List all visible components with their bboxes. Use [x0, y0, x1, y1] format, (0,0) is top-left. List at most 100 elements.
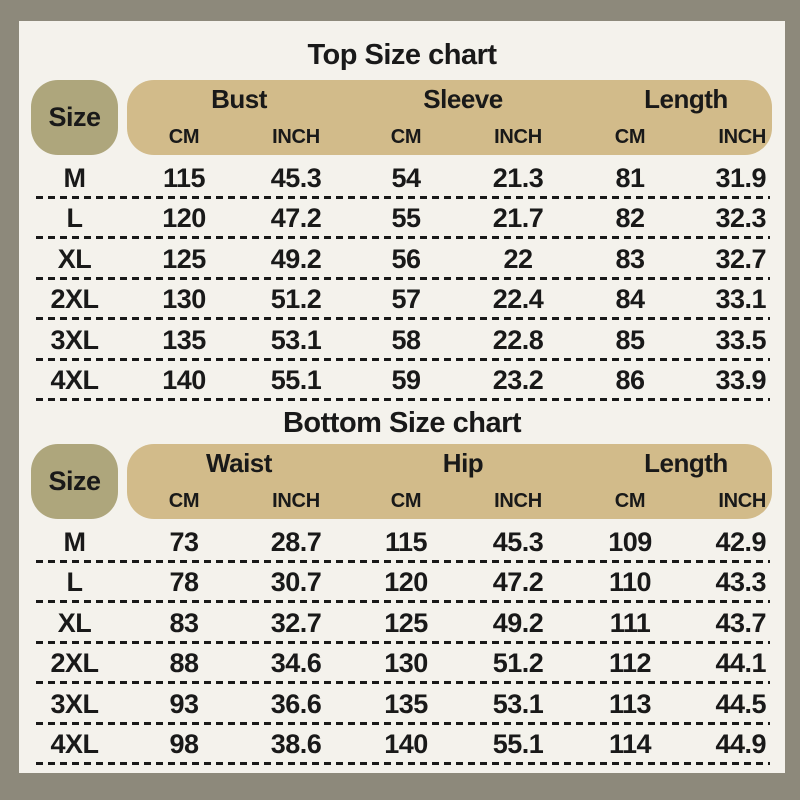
unit-header-cm: CM [168, 125, 200, 148]
size-cell: XL [57, 607, 92, 638]
size-cell: 4XL [50, 365, 99, 396]
value-cell: 53.1 [492, 688, 544, 719]
value-cell: 120 [384, 567, 428, 598]
size-cell: 2XL [50, 284, 99, 315]
size-cell: L [66, 203, 84, 234]
value-cell: 130 [384, 648, 428, 679]
unit-header-cm: CM [168, 489, 200, 512]
value-cell: 82 [615, 203, 645, 234]
value-cell: 51.2 [492, 648, 544, 679]
group-header-hip: Hip [442, 448, 484, 478]
value-cell: 113 [608, 688, 652, 719]
value-cell: 44.9 [715, 729, 766, 760]
value-cell: 32.7 [715, 243, 766, 274]
value-cell: 86 [615, 365, 645, 396]
value-cell: 31.9 [715, 162, 766, 193]
value-cell: 55.1 [492, 729, 544, 760]
unit-header-inch: INCH [272, 489, 320, 512]
value-cell: 73 [169, 526, 199, 557]
value-cell: 53.1 [270, 324, 322, 355]
size-chart-sheet: Top Size chart Size Bust Sleeve Length C… [19, 21, 785, 773]
value-cell: 51.2 [270, 284, 322, 315]
value-cell: 55.1 [270, 365, 322, 396]
size-cell: 2XL [50, 648, 99, 679]
table-body: M 73 28.7 115 45.3 109 42.9 L 78 30.7 120 47.2 110 43… [31, 522, 772, 765]
table-header: Size Bust Sleeve Length CM INCH CM INCH … [31, 80, 772, 155]
unit-header-row: CM INCH CM INCH CM INCH [127, 483, 772, 519]
value-cell: 33.5 [715, 324, 766, 355]
table-row: 4XL 98 38.6 140 55.1 114 44.9 [31, 725, 772, 766]
table-row: XL 83 32.7 125 49.2 111 43.7 [31, 603, 772, 644]
value-cell: 125 [162, 243, 206, 274]
value-cell: 93 [169, 688, 199, 719]
unit-header-inch: INCH [494, 125, 542, 148]
size-header-label: Size [48, 466, 101, 496]
value-cell: 32.3 [715, 203, 766, 234]
table-row: XL 125 49.2 56 22 83 32.7 [31, 239, 772, 280]
value-cell: 115 [384, 526, 428, 557]
group-header-sleeve: Sleeve [423, 84, 503, 114]
value-cell: 84 [615, 284, 645, 315]
unit-header-inch: INCH [718, 125, 766, 148]
value-cell: 130 [162, 284, 206, 315]
value-cell: 83 [615, 243, 645, 274]
value-cell: 33.1 [715, 284, 766, 315]
value-cell: 85 [615, 324, 645, 355]
value-cell: 109 [608, 526, 652, 557]
value-cell: 33.9 [715, 365, 766, 396]
value-cell: 58 [391, 324, 421, 355]
value-cell: 23.2 [492, 365, 544, 396]
unit-header-cm: CM [390, 125, 422, 148]
table-row: M 115 45.3 54 21.3 81 31.9 [31, 158, 772, 199]
table-row: M 73 28.7 115 45.3 109 42.9 [31, 522, 772, 563]
value-cell: 44.1 [715, 648, 766, 679]
value-cell: 83 [169, 607, 199, 638]
size-cell: 4XL [50, 729, 99, 760]
value-cell: 47.2 [492, 567, 544, 598]
size-cell: 3XL [50, 324, 99, 355]
value-cell: 57 [391, 284, 421, 315]
unit-header-row: CM INCH CM INCH CM INCH [127, 119, 772, 155]
size-cell: M [63, 162, 87, 193]
value-cell: 42.9 [715, 526, 766, 557]
value-cell: 114 [608, 729, 652, 760]
value-cell: 59 [391, 365, 421, 396]
table-row: 2XL 88 34.6 130 51.2 112 44.1 [31, 644, 772, 685]
table-row: 2XL 130 51.2 57 22.4 84 33.1 [31, 280, 772, 321]
unit-header-cm: CM [614, 125, 646, 148]
value-cell: 30.7 [270, 567, 322, 598]
group-header-length: Length [644, 84, 728, 114]
value-cell: 44.5 [715, 688, 766, 719]
value-cell: 81 [615, 162, 645, 193]
header-band: Bust Sleeve Length CM INCH CM INCH CM IN… [127, 80, 772, 155]
unit-header-inch: INCH [718, 489, 766, 512]
value-cell: 45.3 [492, 526, 544, 557]
value-cell: 22.4 [492, 284, 544, 315]
value-cell: 34.6 [270, 648, 322, 679]
size-cell: M [63, 526, 87, 557]
value-cell: 56 [391, 243, 421, 274]
value-cell: 32.7 [270, 607, 322, 638]
value-cell: 47.2 [270, 203, 322, 234]
chart-title: Bottom Size chart [282, 407, 522, 439]
size-header-label: Size [48, 102, 101, 132]
value-cell: 43.7 [715, 607, 766, 638]
value-cell: 125 [384, 607, 428, 638]
value-cell: 22.8 [492, 324, 544, 355]
value-cell: 43.3 [715, 567, 766, 598]
size-cell: XL [57, 243, 92, 274]
value-cell: 49.2 [492, 607, 544, 638]
table-body: M 115 45.3 54 21.3 81 31.9 L 120 47.2 55 21.7 82 32.3… [31, 158, 772, 401]
value-cell: 28.7 [270, 526, 322, 557]
value-cell: 115 [162, 162, 206, 193]
value-cell: 22 [503, 243, 533, 274]
table-row: 3XL 93 36.6 135 53.1 113 44.5 [31, 684, 772, 725]
value-cell: 88 [169, 648, 199, 679]
group-header-row: Waist Hip Length [127, 444, 772, 483]
value-cell: 49.2 [270, 243, 322, 274]
group-header-row: Bust Sleeve Length [127, 80, 772, 119]
chart-title: Top Size chart [307, 39, 497, 71]
unit-header-inch: INCH [272, 125, 320, 148]
value-cell: 135 [384, 688, 428, 719]
value-cell: 98 [169, 729, 199, 760]
